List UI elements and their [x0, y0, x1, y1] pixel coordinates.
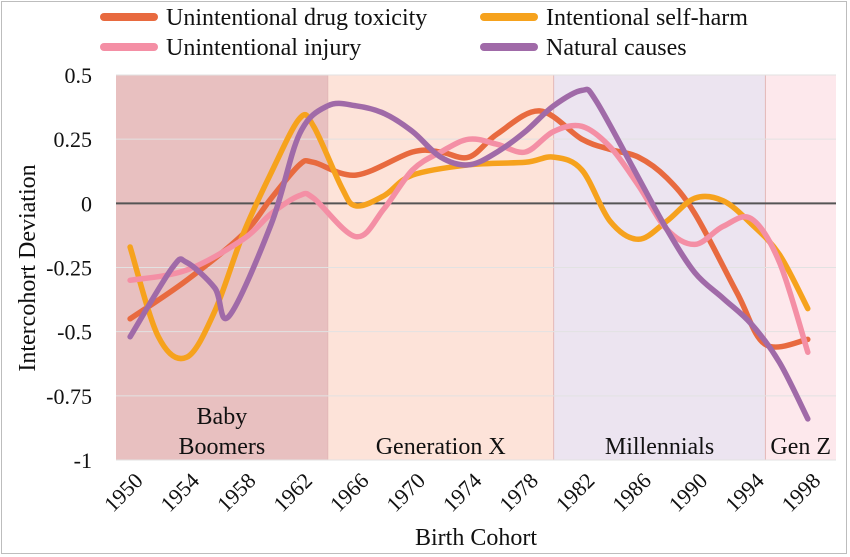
- legend-label-unintentional-injury: Unintentional injury: [166, 35, 361, 61]
- grid-lines: [116, 74, 836, 461]
- legend-label-natural-causes: Natural causes: [546, 35, 687, 61]
- generation-label-millennials: Millennials: [605, 434, 714, 460]
- legend-label-intentional-self-harm: Intentional self-harm: [546, 5, 748, 31]
- y-axis-title: Intercohort Deviation: [15, 164, 41, 371]
- x-tick-labels: 1950 1954 1958 1962 1966 1970 1974 1978 1982 1986…: [99, 468, 825, 517]
- series-line-unintentional-drug-toxicity: [127, 108, 811, 350]
- generation-label-generation-x: Generation X: [376, 434, 506, 460]
- generation-label-baby-boomers: Baby: [197, 404, 248, 430]
- x-tick-label: 1958: [212, 468, 261, 517]
- legend-label-unintentional-drug-toxicity: Unintentional drug toxicity: [166, 5, 427, 31]
- x-tick-label: 1962: [268, 468, 317, 517]
- y-tick-label: 0: [81, 191, 92, 216]
- y-tick-label: -1: [74, 448, 92, 473]
- x-tick-label: 1986: [607, 468, 656, 517]
- legend: Unintentional drug toxicity Intentional s…: [100, 5, 748, 61]
- x-tick-label: 1998: [777, 468, 826, 517]
- series-line-natural-causes: [127, 86, 811, 422]
- x-tick-label: 1978: [494, 468, 543, 517]
- y-tick-label: -0.75: [46, 384, 92, 409]
- x-tick-label: 1954: [155, 468, 204, 517]
- y-tick-label: 0.25: [54, 127, 93, 152]
- generation-label-gen-z: Gen Z: [770, 434, 831, 460]
- series-line-unintentional-injury: [127, 122, 811, 355]
- series-line-intentional-self-harm: [127, 111, 811, 362]
- y-tick-label: 0.5: [65, 63, 93, 88]
- series-lines: [127, 86, 811, 422]
- x-tick-label: 1990: [664, 468, 713, 517]
- x-axis-title: Birth Cohort: [415, 525, 537, 551]
- y-tick-label: -0.5: [57, 320, 92, 345]
- y-tick-labels: 0.5 0.25 0 -0.25 -0.5 -0.75 -1: [46, 63, 92, 473]
- generation-label-baby-boomers: Boomers: [179, 434, 266, 460]
- x-tick-label: 1974: [438, 468, 487, 517]
- generation-labels: Baby Boomers Generation X Millennials Gen Z: [179, 404, 831, 460]
- x-tick-label: 1970: [381, 468, 430, 517]
- x-tick-label: 1950: [99, 468, 148, 517]
- x-tick-label: 1966: [325, 468, 374, 517]
- y-tick-label: -0.25: [46, 256, 92, 281]
- x-tick-label: 1982: [551, 468, 600, 517]
- x-tick-label: 1994: [720, 468, 769, 517]
